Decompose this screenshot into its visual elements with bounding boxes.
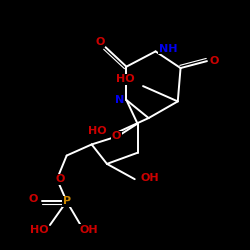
Text: HO: HO (88, 126, 106, 136)
Text: O: O (55, 174, 64, 184)
Text: O: O (209, 56, 218, 66)
Text: O: O (29, 194, 38, 204)
Text: OH: OH (141, 173, 159, 183)
Text: OH: OH (79, 225, 98, 235)
Text: O: O (112, 131, 121, 141)
Text: P: P (62, 196, 71, 206)
Text: O: O (95, 37, 105, 47)
Text: NH: NH (159, 44, 177, 54)
Text: HO: HO (30, 225, 48, 235)
Text: HO: HO (116, 74, 134, 84)
Text: N: N (115, 95, 124, 105)
